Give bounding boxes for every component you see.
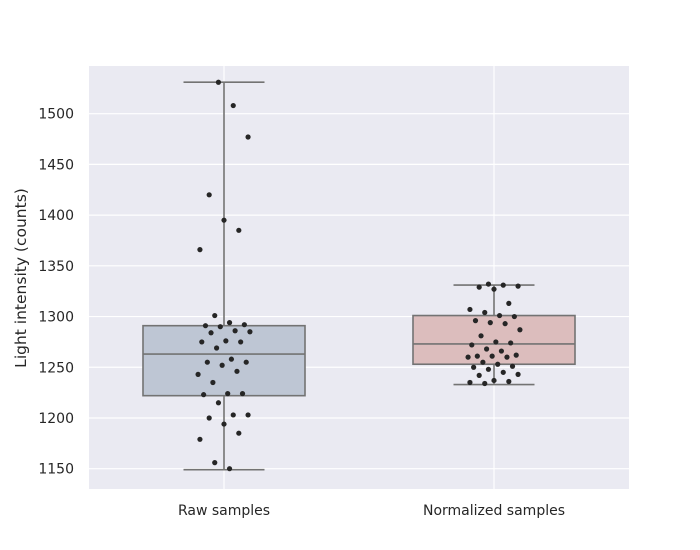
data-point (476, 372, 482, 378)
data-point (517, 327, 523, 333)
data-point (469, 342, 475, 348)
x-tick-label: Normalized samples (423, 503, 565, 519)
data-point (239, 391, 246, 397)
data-point (476, 284, 482, 290)
data-point (206, 192, 212, 198)
data-point (508, 340, 514, 346)
data-point (483, 346, 490, 352)
data-point (213, 345, 220, 351)
data-point (221, 421, 227, 427)
data-point (487, 320, 493, 326)
data-point (482, 309, 488, 316)
y-axis-ticks: 1150 1200 1250 1300 1350 1400 1450 1500 (38, 107, 74, 478)
data-point (500, 369, 506, 375)
plot-background (89, 66, 629, 489)
x-tick-label: Raw samples (178, 503, 270, 519)
data-point (217, 324, 223, 330)
data-point (236, 227, 242, 233)
data-point (232, 328, 238, 334)
y-tick-label: 1400 (38, 208, 74, 224)
data-point (482, 380, 488, 387)
data-point (498, 348, 505, 354)
data-point (506, 300, 512, 306)
boxes (142, 81, 576, 471)
y-axis-label: Light intensity (counts) (12, 188, 30, 368)
x-axis-ticks: Raw samples Normalized samples (178, 503, 565, 519)
data-point (210, 379, 216, 386)
data-point (221, 217, 227, 223)
data-point (247, 329, 253, 335)
y-tick-label: 1200 (38, 411, 74, 427)
data-point (195, 371, 201, 377)
data-point (471, 364, 477, 370)
data-point (208, 330, 214, 336)
data-point (509, 363, 516, 369)
data-point (197, 247, 203, 253)
data-point (474, 353, 480, 359)
data-point (212, 312, 218, 319)
y-tick-label: 1150 (38, 462, 74, 478)
data-point (493, 339, 499, 345)
data-point (234, 368, 240, 374)
data-point (206, 415, 212, 421)
data-point (465, 354, 471, 360)
data-point (201, 392, 207, 398)
data-point (489, 353, 495, 359)
data-point (202, 323, 209, 329)
data-point (199, 339, 205, 345)
data-point (502, 321, 508, 327)
y-tick-label: 1500 (38, 107, 74, 123)
data-point (480, 359, 486, 365)
data-points (195, 79, 523, 472)
data-point (495, 361, 501, 367)
data-point (511, 313, 517, 320)
data-point (230, 102, 236, 109)
data-point (215, 79, 222, 85)
data-point (500, 282, 506, 288)
data-point (245, 412, 251, 418)
data-point (228, 356, 235, 362)
box-iqr (142, 324, 306, 397)
data-point (485, 366, 492, 372)
data-point (212, 460, 218, 466)
data-point (197, 436, 203, 442)
data-point (467, 379, 473, 386)
data-point (241, 322, 247, 328)
data-point (478, 333, 484, 339)
data-point (226, 466, 233, 472)
data-point (223, 338, 229, 344)
y-tick-label: 1300 (38, 310, 74, 326)
data-point (491, 377, 497, 384)
data-point (245, 134, 251, 140)
data-point (226, 320, 233, 326)
data-point (238, 339, 244, 345)
data-point (515, 371, 521, 377)
data-point (515, 283, 521, 289)
data-point (215, 400, 222, 406)
data-point (236, 430, 242, 436)
data-point (496, 312, 503, 319)
y-tick-label: 1250 (38, 360, 74, 376)
data-point (485, 281, 492, 287)
data-point (472, 318, 479, 324)
data-point (506, 378, 512, 385)
data-point (225, 391, 231, 397)
data-point (504, 354, 510, 360)
y-tick-label: 1350 (38, 259, 74, 275)
data-point (491, 286, 497, 292)
data-point (204, 359, 210, 365)
data-point (243, 359, 249, 365)
data-point (467, 306, 473, 313)
data-point (513, 352, 519, 358)
y-tick-label: 1450 (38, 157, 74, 173)
data-point (219, 362, 225, 368)
data-point (230, 412, 236, 418)
